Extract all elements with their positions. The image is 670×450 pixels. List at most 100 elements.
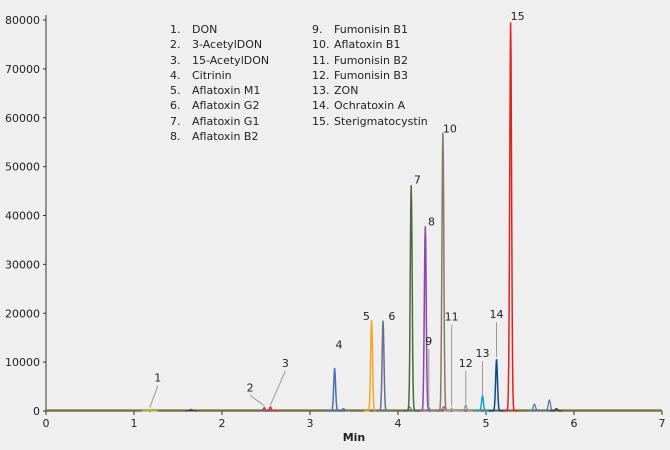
annotation-leader: [249, 395, 265, 406]
legend-item: 3. 15-AcetylDON: [170, 53, 269, 68]
peak-15: [502, 22, 519, 412]
legend-label: Fumonisin B1: [334, 23, 408, 36]
peak-label-15: 15: [511, 10, 525, 23]
y-tick-label: 60000: [5, 112, 40, 125]
minor-peak: [550, 407, 563, 412]
legend-label: Aflatoxin G1: [192, 114, 260, 128]
y-tick-label: 10000: [5, 356, 40, 369]
legend-item: 5. Aflatoxin M1: [170, 83, 269, 98]
y-tick-label: 50000: [5, 161, 40, 174]
legend-number: 1.: [170, 23, 181, 36]
legend-label: Aflatoxin B1: [334, 38, 401, 52]
peak-13: [474, 393, 491, 412]
x-tick-label: 0: [43, 417, 50, 430]
x-tick-label: 7: [659, 417, 666, 430]
legend-label: ZON: [334, 84, 359, 98]
peak-1: [142, 408, 158, 412]
peak-3: [262, 406, 279, 412]
peak-4: [326, 367, 343, 412]
legend-item: 15. Sterigmatocystin: [312, 114, 428, 129]
peak-label-3: 3: [282, 357, 289, 370]
y-tick-label: 40000: [5, 210, 40, 223]
legend-label: Aflatoxin G2: [192, 99, 260, 113]
x-tick-label: 2: [219, 417, 226, 430]
peak-5: [363, 320, 380, 412]
legend-number: 13.: [312, 84, 330, 98]
legend-number: 2.: [170, 38, 181, 52]
peak-8: [417, 226, 433, 412]
y-tick-label: 0: [33, 405, 40, 418]
peak-7: [403, 185, 419, 412]
legend-label: Aflatoxin B2: [192, 130, 259, 144]
legend-label: Ochratoxin A: [334, 99, 406, 113]
minor-peak: [528, 403, 541, 412]
legend-number: 14.: [312, 99, 330, 113]
x-tick-label: 1: [131, 417, 138, 430]
legend-item: 14. Ochratoxin A: [312, 98, 428, 113]
legend-column-1: 1. DON 2. 3-AcetylDON 3. 15-AcetylDON 4. Citrin…: [170, 22, 269, 144]
legend-number: 10.: [312, 38, 330, 52]
legend-item: 7. Aflatoxin G1: [170, 114, 269, 129]
legend-number: 12.: [312, 68, 330, 82]
y-tick-label: 20000: [5, 307, 40, 320]
legend-item: 10. Aflatoxin B1: [312, 37, 428, 52]
peak-label-13: 13: [475, 347, 489, 360]
minor-peak: [184, 408, 198, 412]
annotation-leader: [269, 370, 286, 406]
x-tick-label: 3: [307, 417, 314, 430]
y-tick-label: 80000: [5, 14, 40, 27]
peak-label-5: 5: [363, 310, 370, 323]
legend-number: 15.: [312, 114, 330, 128]
peak-6: [375, 320, 391, 412]
legend-item: 1. DON: [170, 22, 269, 37]
legend-item: 9. Fumonisin B1: [312, 22, 428, 37]
legend-item: 8. Aflatoxin B2: [170, 129, 269, 144]
legend-item: 11. Fumonisin B2: [312, 53, 428, 68]
legend-label: Citrinin: [192, 68, 232, 82]
legend-number: 4.: [170, 68, 181, 82]
x-tick-label: 6: [571, 417, 578, 430]
x-axis-label: Min: [343, 431, 366, 444]
x-tick-label: 4: [395, 417, 402, 430]
legend-number: 3.: [170, 53, 181, 67]
peak-label-14: 14: [490, 308, 504, 321]
legend-number: 11.: [312, 53, 330, 67]
legend-number: 8.: [170, 130, 181, 144]
legend-label: Fumonisin B3: [334, 68, 408, 82]
peak-14: [488, 359, 505, 412]
peak-label-7: 7: [414, 174, 421, 187]
legend-label: DON: [192, 23, 218, 36]
legend-label: Sterigmatocystin: [334, 114, 428, 128]
legend-item: 2. 3-AcetylDON: [170, 37, 269, 52]
peak-label-2: 2: [247, 381, 254, 394]
y-tick-label: 30000: [5, 258, 40, 271]
peak-label-4: 4: [336, 338, 343, 351]
peak-11: [443, 407, 460, 412]
peak-12: [458, 403, 474, 412]
legend-label: 3-AcetylDON: [192, 38, 263, 52]
legend-label: 15-AcetylDON: [192, 53, 270, 67]
legend-column-2: 9. Fumonisin B1 10. Aflatoxin B1 11. Fumonisi…: [312, 22, 428, 129]
peak-label-11: 11: [445, 311, 459, 324]
peak-label-8: 8: [428, 215, 435, 228]
legend-number: 9.: [312, 23, 323, 36]
legend-number: 5.: [170, 84, 181, 98]
x-tick-label: 5: [483, 417, 490, 430]
peak-label-6: 6: [388, 310, 395, 323]
peak-label-10: 10: [443, 122, 457, 135]
legend-number: 6.: [170, 99, 181, 113]
legend-item: 13. ZON: [312, 83, 428, 98]
peak-label-9: 9: [425, 335, 432, 348]
peak-9: [421, 406, 437, 412]
legend-number: 7.: [170, 114, 181, 128]
annotation-leader: [149, 385, 159, 408]
legend-label: Fumonisin B2: [334, 53, 408, 67]
legend-label: Aflatoxin M1: [192, 84, 261, 98]
legend-item: 6. Aflatoxin G2: [170, 98, 269, 113]
legend-item: 4. Citrinin: [170, 68, 269, 83]
legend-item: 12. Fumonisin B3: [312, 68, 428, 83]
peak-10: [435, 132, 451, 412]
peak-label-1: 1: [154, 372, 161, 385]
